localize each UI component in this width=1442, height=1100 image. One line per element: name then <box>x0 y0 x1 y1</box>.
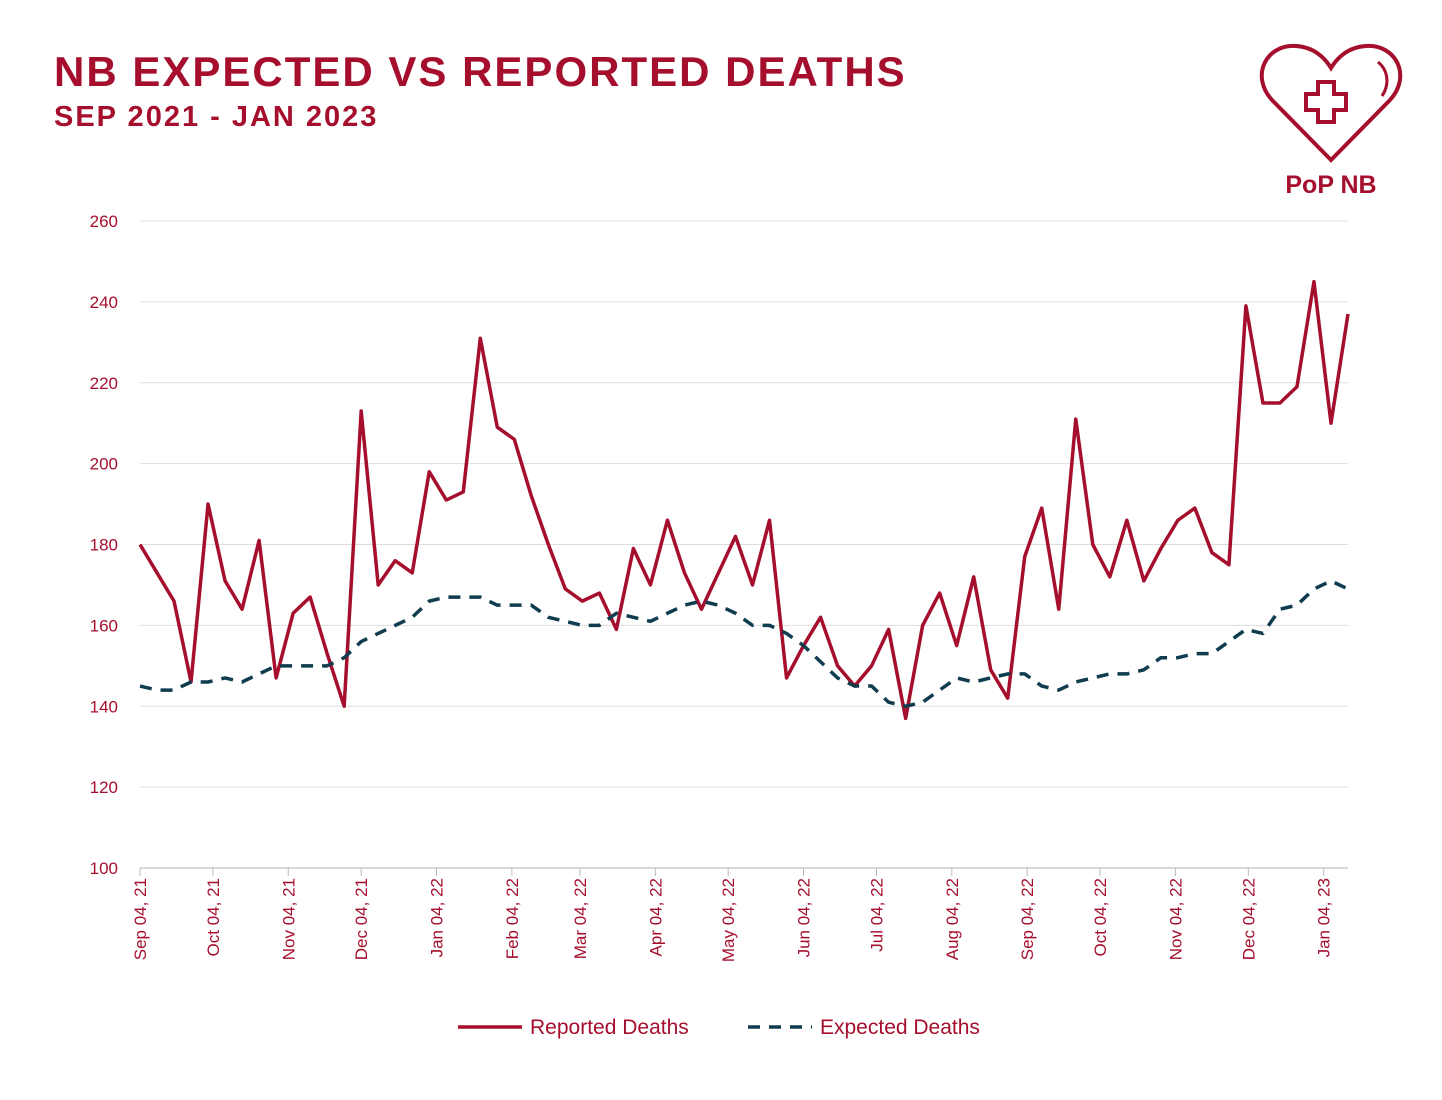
legend-label: Reported Deaths <box>530 1016 689 1039</box>
y-tick-label: 220 <box>90 374 118 393</box>
y-tick-label: 260 <box>90 212 118 231</box>
y-tick-label: 120 <box>90 778 118 797</box>
x-tick-label: Jan 04, 22 <box>428 878 447 957</box>
logo-arc <box>1376 60 1389 97</box>
x-tick-label: Jan 04, 23 <box>1315 878 1334 957</box>
logo-text: PoP NB <box>1285 171 1376 199</box>
x-tick-label: Oct 04, 21 <box>204 878 223 956</box>
x-tick-label: Jul 04, 22 <box>867 878 886 952</box>
logo: PoP NB <box>1259 43 1403 199</box>
chart-title: NB EXPECTED VS REPORTED DEATHS <box>54 48 907 95</box>
x-tick-label: Sep 04, 21 <box>131 878 150 960</box>
x-tick-label: Aug 04, 22 <box>943 878 962 960</box>
y-tick-label: 180 <box>90 536 118 555</box>
series-line <box>138 279 1350 721</box>
x-tick-label: Apr 04, 22 <box>646 878 665 956</box>
y-tick-label: 100 <box>90 859 118 878</box>
x-tick-label: Dec 04, 22 <box>1239 878 1258 960</box>
series-line <box>139 579 1349 708</box>
x-tick-label: Nov 04, 21 <box>279 878 298 960</box>
x-tick-label: Nov 04, 22 <box>1166 878 1185 960</box>
x-tick-label: Feb 04, 22 <box>503 878 522 959</box>
chart-subtitle: SEP 2021 - JAN 2023 <box>54 101 378 133</box>
x-tick-label: May 04, 22 <box>719 878 738 962</box>
x-tick-label: Dec 04, 21 <box>352 878 371 960</box>
logo-cross <box>1304 80 1348 124</box>
x-tick-label: Sep 04, 22 <box>1018 878 1037 960</box>
y-tick-label: 200 <box>90 455 118 474</box>
legend-label: Expected Deaths <box>820 1016 980 1039</box>
x-tick-label: Jun 04, 22 <box>795 878 814 957</box>
x-tick-label: Oct 04, 22 <box>1091 878 1110 956</box>
y-tick-label: 240 <box>90 293 118 312</box>
x-tick-label: Mar 04, 22 <box>571 878 590 959</box>
y-tick-label: 140 <box>90 697 118 716</box>
y-tick-label: 160 <box>90 616 118 635</box>
logo-heart <box>1259 43 1403 163</box>
